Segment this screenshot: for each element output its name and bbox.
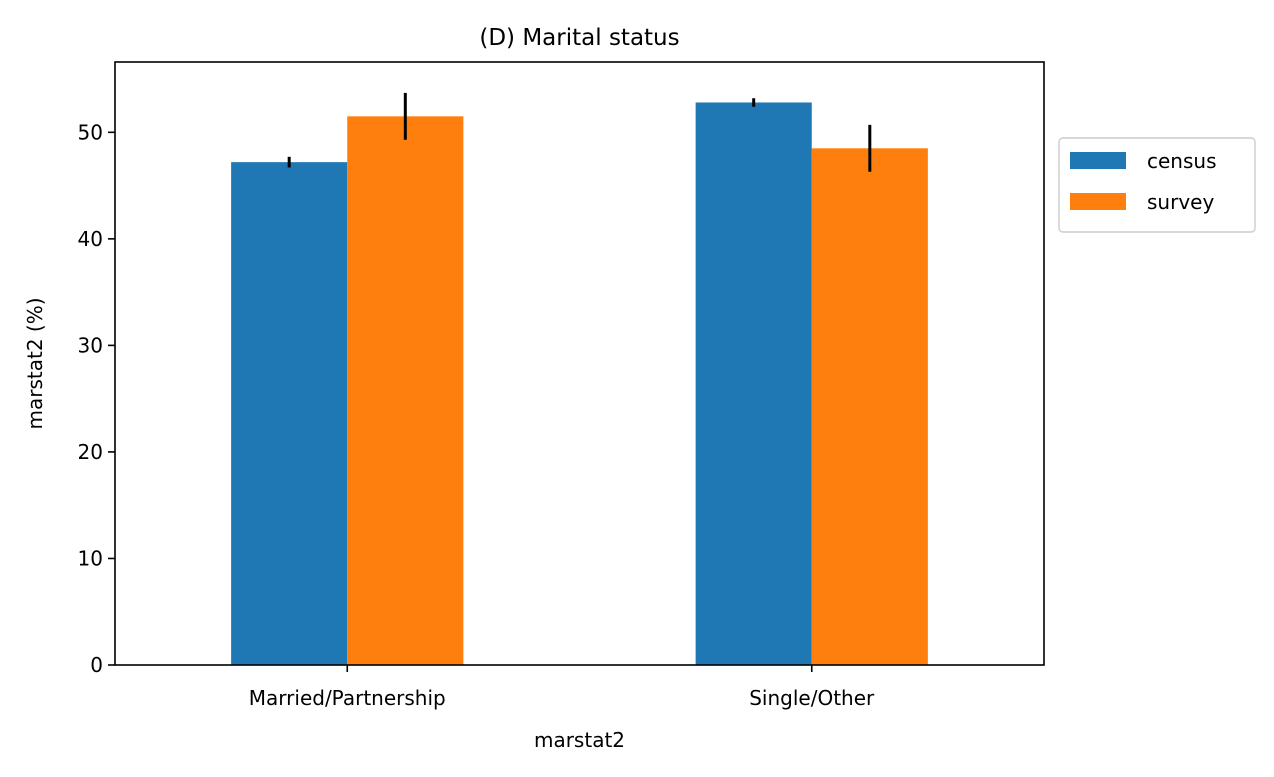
bar-census-1 [695,102,812,665]
legend-label-census: census [1147,149,1217,173]
y-tick-label: 40 [78,227,103,251]
bar-survey-0 [347,116,464,665]
chart-title: (D) Marital status [479,25,679,51]
x-axis-label: marstat2 [534,728,625,752]
legend-swatch-survey [1070,193,1126,210]
bar-survey-1 [811,148,928,666]
legend-swatch-census [1070,152,1126,169]
legend-label-survey: survey [1147,190,1214,214]
bar-census-0 [231,162,348,665]
y-tick-label: 30 [78,333,103,357]
y-tick-label: 50 [78,120,103,144]
bars-layer [231,102,928,666]
y-tick-label: 0 [90,653,103,677]
legend: census survey [1058,137,1256,233]
x-axis: Married/Partnership Single/Other [249,665,875,710]
y-axis-label: marstat2 (%) [23,297,47,429]
x-tick-label: Married/Partnership [249,686,446,710]
plot-frame [114,61,1045,666]
x-tick-label: Single/Other [749,686,875,710]
y-axis: 0 10 20 30 40 50 [78,120,115,677]
y-tick-label: 10 [78,546,103,570]
y-tick-label: 20 [78,440,103,464]
error-bars-layer [287,92,872,172]
